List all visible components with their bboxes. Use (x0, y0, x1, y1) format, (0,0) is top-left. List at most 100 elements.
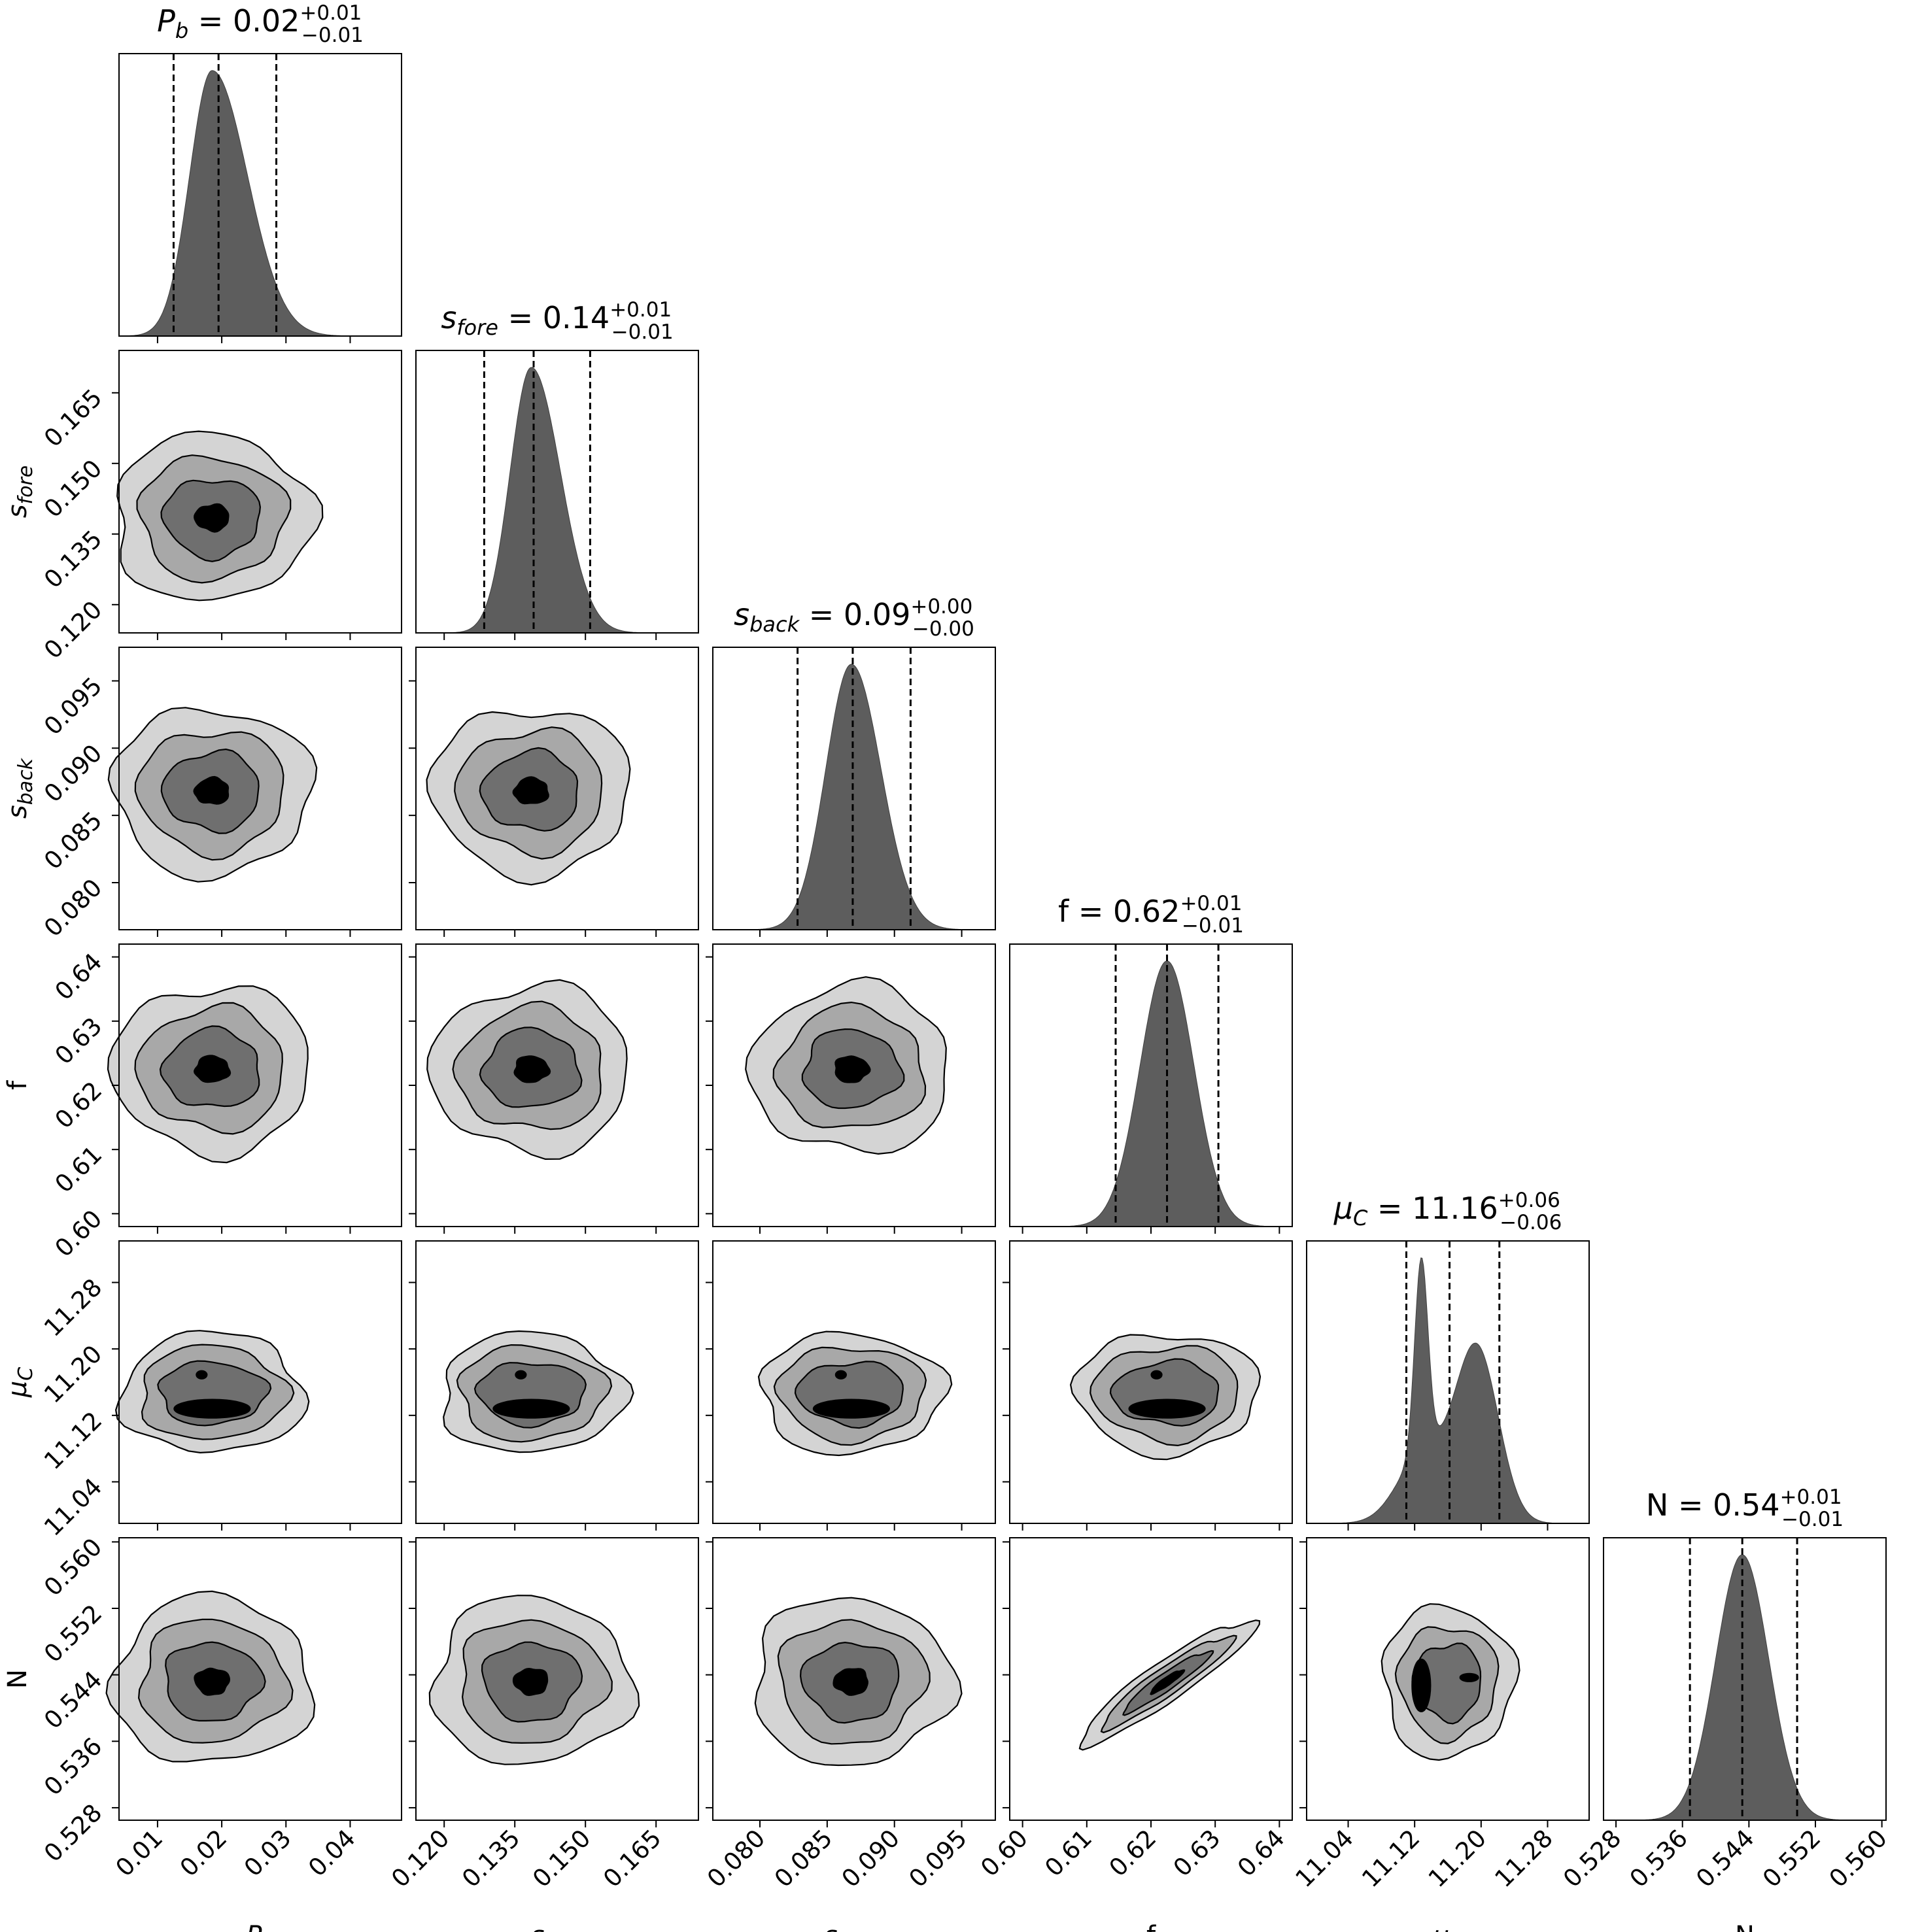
x-tick-label-f: 0.64 (1232, 1824, 1290, 1882)
panel-frame (415, 1240, 699, 1524)
panel-N-Pb (105, 1537, 402, 1827)
x-tick-label-muC: 11.28 (1490, 1824, 1558, 1893)
contour-level-4 (193, 1055, 232, 1083)
title-symbol: s (734, 597, 749, 632)
panel-title-muC: μC = 11.16+0.06 −0.06 (1333, 1189, 1562, 1234)
panel-frame (118, 1537, 402, 1821)
x-tick-label-sfore: 0.135 (456, 1824, 525, 1893)
title-subscript: fore (456, 315, 498, 340)
x-tick-label-sback: 0.085 (769, 1824, 838, 1893)
y-tick-label-f: 0.60 (50, 1204, 108, 1263)
y-axis-label-sfore: sfore (3, 466, 37, 518)
x-tick-label-N: 0.536 (1624, 1824, 1693, 1893)
panel-frame (118, 647, 402, 930)
panel-title-Pb: Pb = 0.02+0.01 −0.01 (157, 1, 364, 47)
y-tick-label-sback: 0.095 (39, 671, 107, 740)
histogram-muC (1307, 1257, 1589, 1524)
title-err-minus: −0.06 (1500, 1211, 1562, 1234)
title-symbol: f (1058, 894, 1070, 929)
y-tick-label-muC: 11.28 (39, 1273, 107, 1342)
y-tick-label-sback: 0.085 (39, 806, 107, 875)
title-subscript: back (749, 612, 800, 637)
title-value: = 0.09 (799, 597, 910, 632)
x-tick-label-sfore: 0.120 (386, 1824, 455, 1893)
panel-f-sback (706, 943, 996, 1234)
histogram-sback (713, 664, 995, 930)
panel-N-N (1603, 1537, 1887, 1827)
contour-level-4 (1411, 1658, 1432, 1712)
panel-sfore-sfore (415, 350, 699, 640)
x-tick-label-Pb: 0.04 (303, 1824, 361, 1882)
title-symbol: s (441, 300, 456, 335)
panel-muC-Pb (112, 1240, 402, 1531)
x-axis-label-Pb: Pb (246, 1921, 274, 1932)
y-tick-label-sfore: 0.120 (39, 596, 107, 664)
x-tick-label-muC: 11.20 (1423, 1824, 1492, 1893)
title-value: = 11.16 (1367, 1191, 1498, 1226)
histogram-sfore (416, 367, 698, 634)
title-value: = 0.62 (1069, 894, 1180, 929)
x-tick-label-Pb: 0.01 (111, 1824, 169, 1882)
panel-frame (1306, 1537, 1590, 1821)
y-tick-label-f: 0.61 (50, 1140, 108, 1198)
panel-muC-sback (706, 1240, 996, 1531)
panel-f-sfore (409, 943, 699, 1234)
y-axis-label-f: f (3, 1080, 33, 1090)
panel-title-sback: sback = 0.09+0.00 −0.00 (734, 595, 974, 641)
panel-N-sback (706, 1537, 996, 1827)
x-tick-label-sfore: 0.165 (598, 1824, 666, 1893)
panel-frame (712, 647, 996, 930)
contour-level-4 (173, 1398, 251, 1419)
x-axis-label-N: N (1735, 1921, 1755, 1932)
contour-level-4 (812, 1398, 890, 1419)
panel-frame (415, 1537, 699, 1821)
y-axis-label-sback: sback (3, 757, 37, 819)
panel-frame (712, 1537, 996, 1821)
title-value: = 0.54 (1668, 1487, 1779, 1523)
panel-muC-sfore (409, 1240, 699, 1531)
panel-frame (415, 350, 699, 634)
contour-level-4 (832, 1668, 868, 1696)
title-err-plus: +0.00 (910, 595, 972, 619)
title-err-plus: +0.01 (1780, 1485, 1842, 1509)
panel-frame (712, 1240, 996, 1524)
x-tick-label-f: 0.62 (1104, 1824, 1162, 1882)
contour-level-4 (1128, 1398, 1206, 1419)
title-value: = 0.02 (188, 3, 300, 39)
panel-sfore-Pb (112, 350, 402, 640)
x-tick-label-Pb: 0.03 (239, 1824, 297, 1882)
panel-frame (415, 647, 699, 930)
panel-f-f (1009, 943, 1293, 1234)
contour-level-4 (834, 1055, 871, 1083)
panel-frame (118, 1240, 402, 1524)
histogram-N (1604, 1554, 1886, 1821)
panel-frame (1306, 1240, 1590, 1524)
y-tick-label-N: 0.536 (39, 1732, 107, 1801)
panel-frame (118, 350, 402, 634)
panel-N-sfore (409, 1537, 699, 1827)
y-tick-label-sfore: 0.165 (39, 384, 107, 452)
y-tick-label-f: 0.62 (50, 1076, 108, 1134)
y-tick-label-sfore: 0.135 (39, 525, 107, 594)
title-err-minus: −0.01 (611, 320, 674, 344)
panel-frame (118, 53, 402, 337)
x-tick-label-N: 0.528 (1558, 1824, 1626, 1893)
y-tick-label-N: 0.552 (39, 1599, 107, 1668)
panel-title-f: f = 0.62+0.01 −0.01 (1058, 892, 1244, 938)
title-err-minus: −0.01 (1182, 914, 1244, 938)
y-tick-label-sback: 0.090 (39, 739, 107, 807)
contour-level-4b (196, 1370, 208, 1380)
x-tick-label-muC: 11.12 (1356, 1824, 1425, 1893)
x-tick-label-sfore: 0.150 (527, 1824, 596, 1893)
x-axis-label-sback: sback (824, 1921, 885, 1932)
panel-muC-muC (1306, 1240, 1590, 1531)
panel-sback-sfore (409, 647, 699, 937)
title-err-minus: −0.00 (912, 617, 974, 641)
contour-level-4 (512, 776, 549, 805)
title-subscript: C (1353, 1206, 1368, 1230)
y-axis-label-N: N (3, 1669, 33, 1689)
x-tick-label-sback: 0.080 (702, 1824, 770, 1893)
title-value: = 0.14 (498, 300, 609, 335)
x-tick-label-Pb: 0.02 (175, 1824, 233, 1882)
